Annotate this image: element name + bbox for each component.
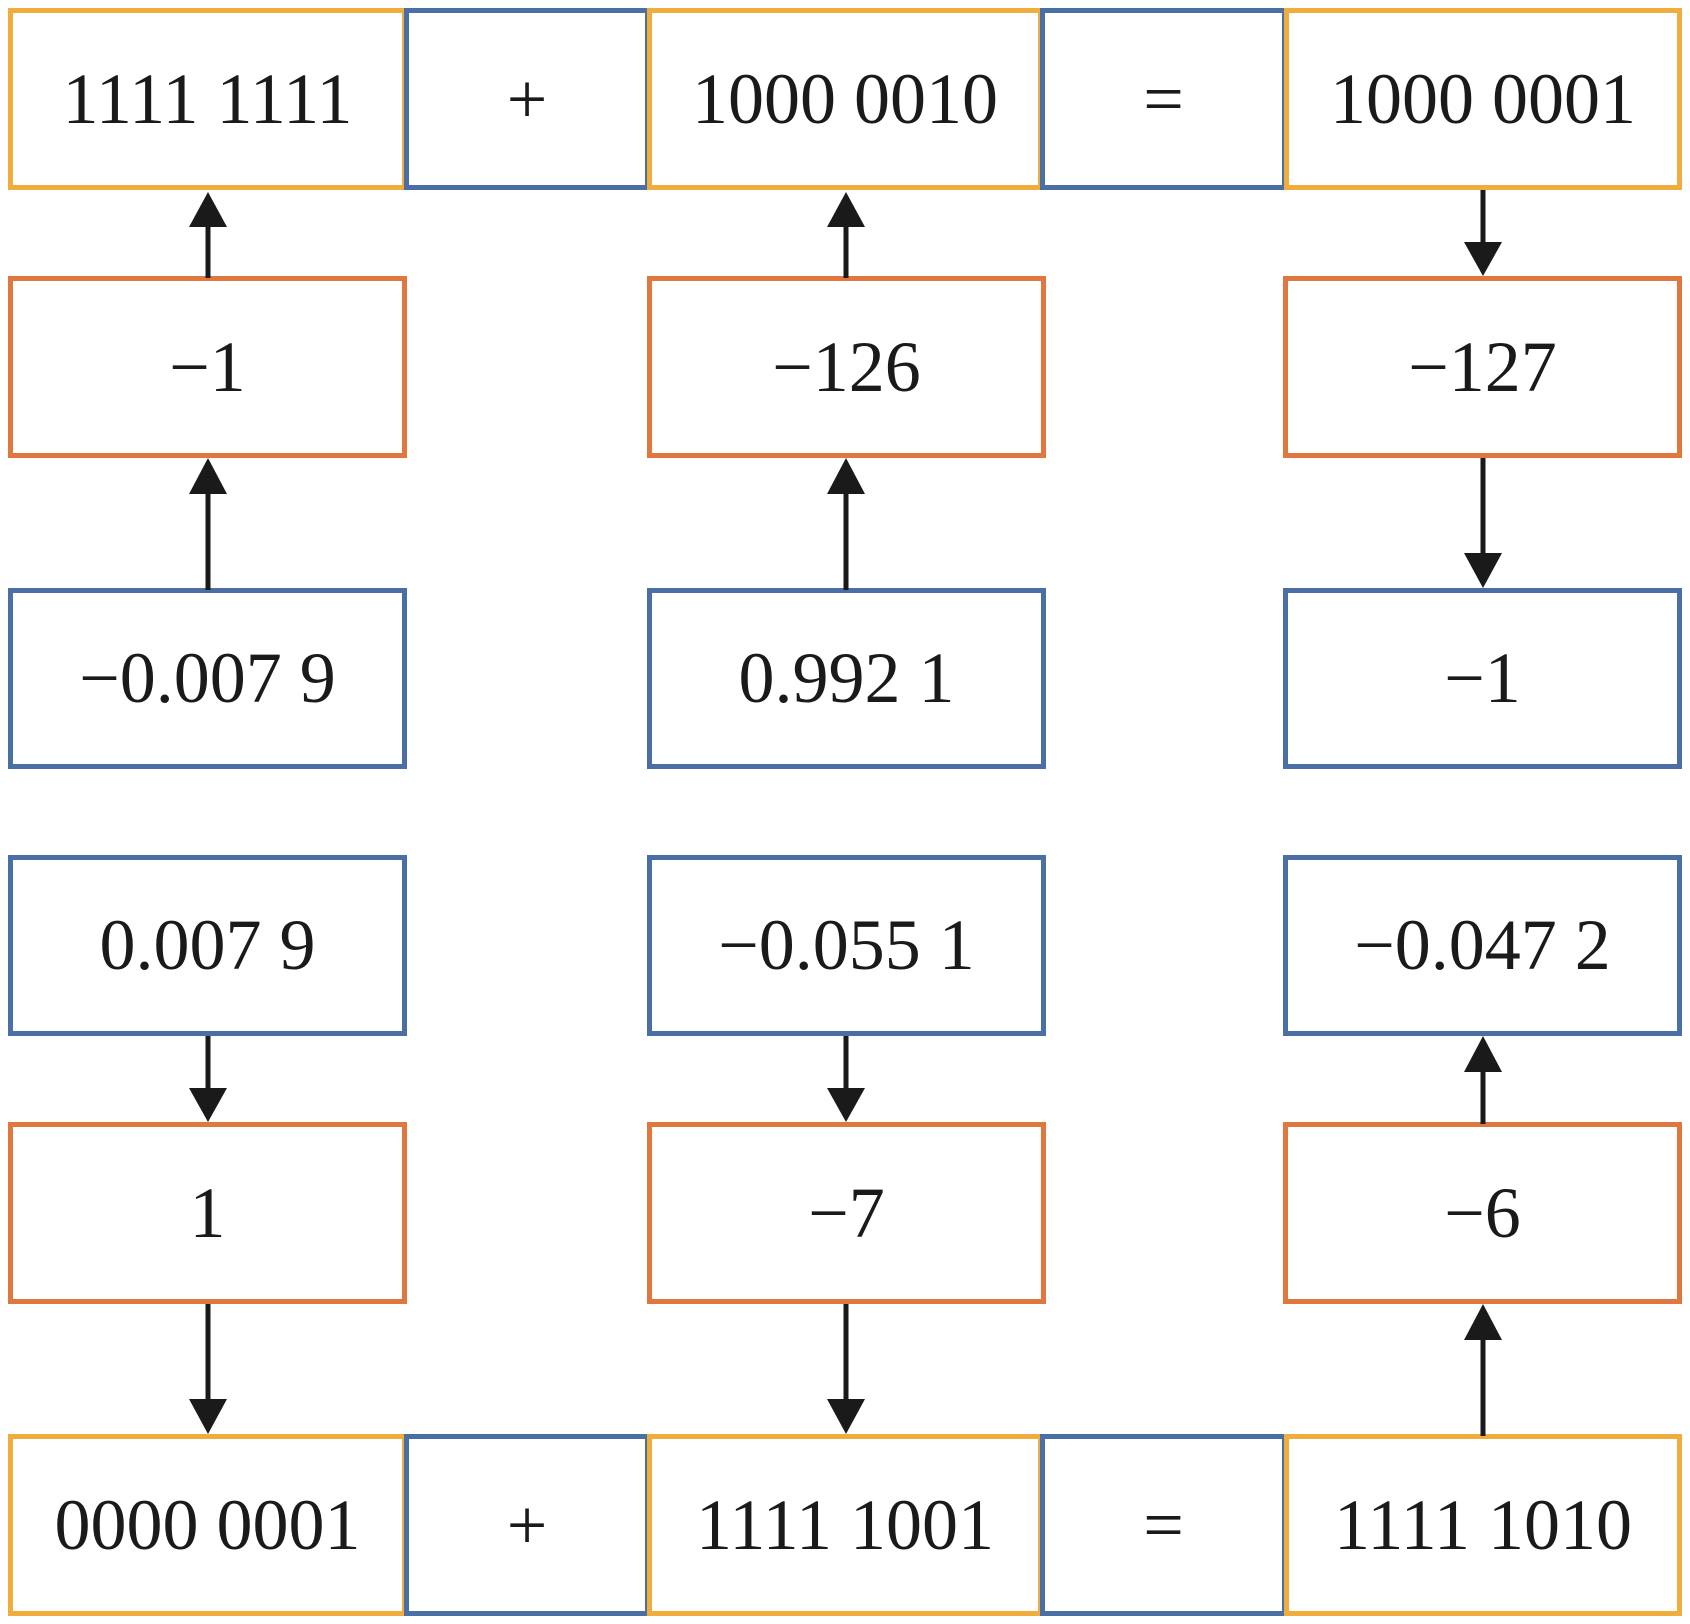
upper-float-b-box: 0.992 1 bbox=[647, 588, 1046, 769]
upper-int-b-box: −126 bbox=[647, 276, 1046, 458]
bottom-plus-sign: + bbox=[506, 1484, 548, 1565]
arrow-up-icon bbox=[1464, 1036, 1502, 1124]
lower-int-a-text: 1 bbox=[189, 1172, 226, 1253]
upper-int-b-text: −126 bbox=[772, 326, 921, 407]
arrow-up-icon bbox=[1464, 1304, 1502, 1436]
lower-float-result-box: −0.047 2 bbox=[1283, 855, 1682, 1036]
top-plus-sign: + bbox=[506, 58, 548, 139]
bottom-operand-a-box: 0000 0001 bbox=[8, 1434, 407, 1616]
arrow-down-icon bbox=[827, 1304, 865, 1434]
upper-float-result-text: −1 bbox=[1444, 638, 1521, 718]
lower-float-b-box: −0.055 1 bbox=[647, 855, 1046, 1036]
upper-float-a-text: −0.007 9 bbox=[79, 638, 336, 718]
top-plus-box: + bbox=[404, 8, 650, 190]
bottom-operand-b-text: 1111 1001 bbox=[696, 1484, 994, 1565]
top-result-box: 1000 0001 bbox=[1284, 8, 1682, 190]
upper-int-result-text: −127 bbox=[1408, 326, 1557, 407]
arrow-up-icon bbox=[827, 192, 865, 278]
upper-float-result-box: −1 bbox=[1283, 588, 1682, 769]
upper-float-a-box: −0.007 9 bbox=[8, 588, 407, 769]
bottom-equals-box: = bbox=[1040, 1434, 1287, 1616]
arrow-down-icon bbox=[1464, 190, 1502, 276]
lower-int-a-box: 1 bbox=[8, 1122, 407, 1304]
bottom-operand-b-box: 1111 1001 bbox=[647, 1434, 1043, 1616]
top-operand-b-text: 1000 0010 bbox=[692, 58, 998, 139]
lower-float-result-text: −0.047 2 bbox=[1354, 905, 1611, 985]
lower-int-b-box: −7 bbox=[647, 1122, 1046, 1304]
arrow-down-icon bbox=[1464, 458, 1502, 588]
top-equals-box: = bbox=[1040, 8, 1287, 190]
lower-int-b-text: −7 bbox=[808, 1172, 885, 1253]
bottom-result-text: 1111 1010 bbox=[1334, 1484, 1632, 1565]
bottom-equals-sign: = bbox=[1143, 1484, 1184, 1565]
upper-int-a-box: −1 bbox=[8, 276, 407, 458]
lower-float-b-text: −0.055 1 bbox=[718, 905, 975, 985]
arrow-down-icon bbox=[189, 1304, 227, 1434]
upper-int-result-box: −127 bbox=[1283, 276, 1682, 458]
lower-float-a-box: 0.007 9 bbox=[8, 855, 407, 1036]
arrow-up-icon bbox=[189, 458, 227, 590]
top-operand-a-box: 1111 1111 bbox=[8, 8, 407, 190]
lower-float-a-text: 0.007 9 bbox=[99, 905, 316, 985]
top-operand-b-box: 1000 0010 bbox=[647, 8, 1043, 190]
arrow-up-icon bbox=[189, 192, 227, 278]
top-result-text: 1000 0001 bbox=[1330, 58, 1636, 139]
bottom-operand-a-text: 0000 0001 bbox=[54, 1484, 361, 1565]
arrow-up-icon bbox=[827, 458, 865, 590]
arrow-down-icon bbox=[827, 1036, 865, 1122]
upper-float-b-text: 0.992 1 bbox=[738, 638, 955, 718]
upper-int-a-text: −1 bbox=[169, 326, 246, 407]
top-operand-a-text: 1111 1111 bbox=[62, 58, 353, 139]
arrow-down-icon bbox=[189, 1036, 227, 1122]
lower-int-result-box: −6 bbox=[1283, 1122, 1682, 1304]
lower-int-result-text: −6 bbox=[1444, 1172, 1521, 1253]
top-equals-sign: = bbox=[1143, 58, 1184, 139]
bottom-plus-box: + bbox=[404, 1434, 650, 1616]
bottom-result-box: 1111 1010 bbox=[1284, 1434, 1682, 1616]
